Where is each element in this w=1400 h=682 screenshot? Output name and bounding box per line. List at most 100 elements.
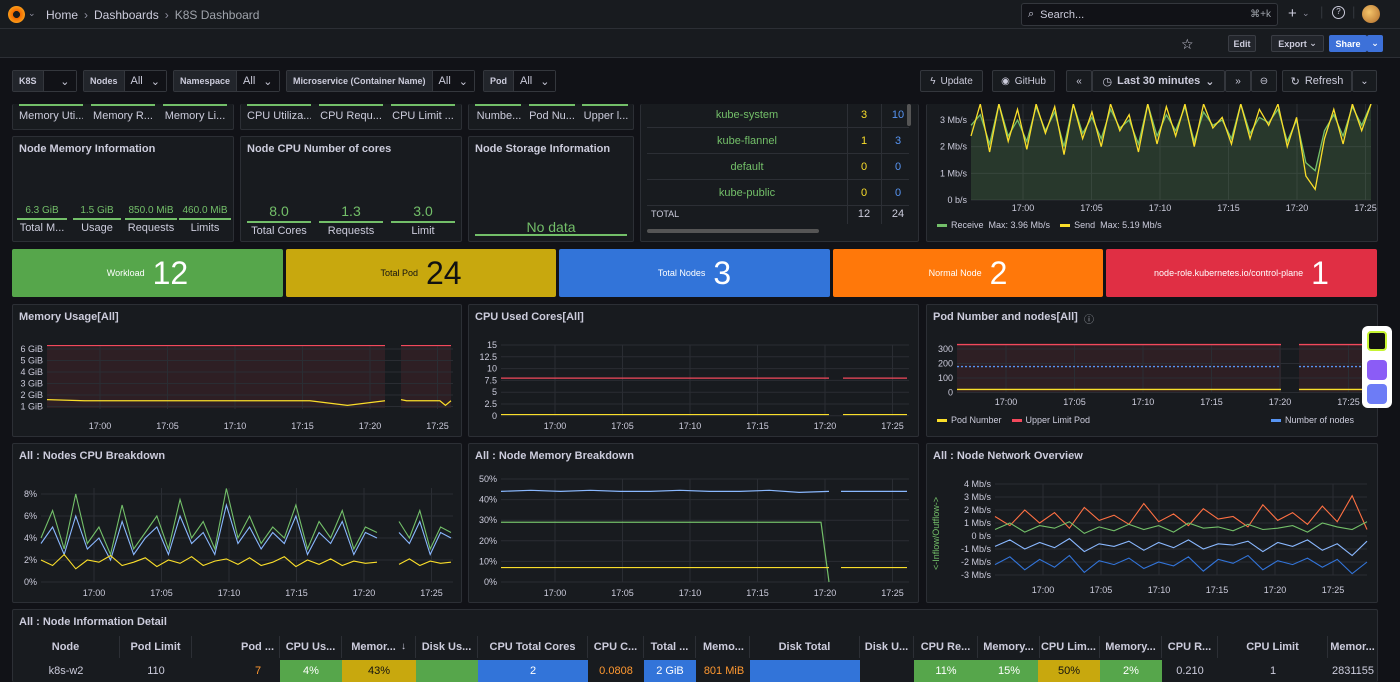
var-pod[interactable]: Pod All ⌄ xyxy=(483,70,557,92)
refresh-interval-dropdown[interactable]: ⌄ xyxy=(1352,70,1377,92)
table-cell: 11% xyxy=(914,660,978,682)
extension-icon[interactable] xyxy=(1367,331,1387,351)
extension-icon[interactable] xyxy=(1367,360,1387,380)
x-tick-label: 17:05 xyxy=(1090,585,1113,595)
extension-icon[interactable] xyxy=(1367,384,1387,404)
refresh-button[interactable]: ↻ Refresh xyxy=(1282,70,1352,92)
x-tick-label: 17:15 xyxy=(1217,203,1240,213)
table-header[interactable]: CPU R... xyxy=(1162,636,1218,658)
info-icon[interactable]: ⓘ xyxy=(1084,315,1094,326)
table-header[interactable]: Node xyxy=(12,636,120,658)
table-header[interactable]: CPU Limit xyxy=(1218,636,1328,658)
avatar[interactable] xyxy=(1362,5,1380,23)
var-namespace[interactable]: Namespace All ⌄ xyxy=(173,70,280,92)
table-header[interactable]: Pod Limit xyxy=(120,636,192,658)
share-button[interactable]: Share xyxy=(1329,35,1367,52)
stat-label: Total Pod xyxy=(380,268,418,278)
chevron-down-icon[interactable]: ⌄ xyxy=(1302,8,1310,18)
table-header[interactable]: CPU Re... xyxy=(914,636,978,658)
x-tick-label: 17:15 xyxy=(1200,397,1223,407)
star-icon[interactable]: ☆ xyxy=(1181,36,1194,52)
chevron-down-icon[interactable]: ⌄ xyxy=(28,8,36,18)
table-header[interactable]: CPU C... xyxy=(588,636,644,658)
series-line xyxy=(398,519,452,557)
grafana-logo-icon[interactable] xyxy=(8,6,25,23)
chevrons-left-icon: « xyxy=(1076,75,1082,87)
gauge-label: CPU Utiliza... xyxy=(247,110,311,122)
var-value[interactable]: All ⌄ xyxy=(432,71,474,91)
var-label: K8S xyxy=(13,71,44,91)
sort-desc-icon[interactable]: ↓ xyxy=(401,641,406,652)
legend-pod-number[interactable]: Pod Number xyxy=(937,415,1002,425)
vertical-scrollbar[interactable] xyxy=(907,104,911,126)
gauge-label: Upper l... xyxy=(583,110,629,122)
edit-button[interactable]: Edit xyxy=(1228,35,1256,52)
y-tick-label: 100 xyxy=(938,373,953,383)
y-tick-label: 20% xyxy=(479,536,497,546)
var-k8s[interactable]: K8S ⌄ xyxy=(12,70,77,92)
github-button[interactable]: ◉ GitHub xyxy=(992,70,1055,92)
table-header[interactable]: Memory... xyxy=(978,636,1040,658)
panel-title: Pod Number and nodes[All] xyxy=(933,311,1078,323)
y-tick-label: 2.5 xyxy=(484,399,497,409)
table-header[interactable]: Disk Total xyxy=(750,636,860,658)
cpu-breakdown-chart: 8% 6% 4% 2% 0% 17:00 17:05 17:10 17:15 17:20 17:25 xyxy=(24,488,453,598)
y-tick-label: 10 xyxy=(487,364,497,374)
table-header[interactable]: Total ... xyxy=(644,636,696,658)
chevron-down-icon: ⌄ xyxy=(458,75,468,88)
table-cell: 0.210 xyxy=(1176,665,1204,677)
table-header[interactable]: Pod ... xyxy=(236,636,280,658)
y-tick-label: 0% xyxy=(24,577,37,587)
gauge-label: Memory R... xyxy=(93,110,153,122)
var-nodes[interactable]: Nodes All ⌄ xyxy=(83,70,167,92)
table-header[interactable]: CPU Us... xyxy=(280,636,342,658)
time-forward-button[interactable]: » xyxy=(1225,70,1251,92)
gauge-label: Memory Uti... xyxy=(19,110,83,122)
legend-upper-limit[interactable]: Upper Limit Pod xyxy=(1011,415,1090,425)
breadcrumb-home[interactable]: Home xyxy=(46,8,79,22)
table-header[interactable]: Memor... xyxy=(342,636,416,658)
y-tick-label: 3 Mb/s xyxy=(940,115,968,125)
var-value[interactable]: All ⌄ xyxy=(514,71,556,91)
time-range-picker[interactable]: ◷ Last 30 minutes ⌄ xyxy=(1092,70,1225,92)
y-tick-label: 15 xyxy=(487,340,497,350)
y-tick-label: 0 xyxy=(948,388,953,398)
var-value[interactable]: All ⌄ xyxy=(124,71,166,91)
legend-number-of-nodes[interactable]: Number of nodes xyxy=(1271,415,1354,425)
memory-usage-panel: Memory Usage[All] 6 GiB 5 GiB 4 GiB 3 GiB 2 … xyxy=(12,304,462,437)
table-header[interactable]: Disk Us... xyxy=(416,636,478,658)
breadcrumb-dashboards[interactable]: Dashboards xyxy=(94,8,159,22)
var-microservice[interactable]: Microservice (Container Name) All ⌄ xyxy=(286,70,475,92)
x-tick-label: 17:05 xyxy=(1080,203,1103,213)
var-value[interactable]: All ⌄ xyxy=(237,71,279,91)
export-button[interactable]: Export ⌄ xyxy=(1271,35,1324,52)
legend-receive[interactable]: Receive Max: 3.96 Mb/s xyxy=(937,220,1050,230)
threshold-area xyxy=(957,345,1281,393)
zoom-out-button[interactable]: ⊖ xyxy=(1251,70,1277,92)
x-tick-label: 17:20 xyxy=(353,588,376,598)
x-tick-label: 17:20 xyxy=(1264,585,1287,595)
search-input[interactable]: ⌕ Search... ⌘+k xyxy=(1021,3,1278,26)
table-header[interactable]: CPU Lim... xyxy=(1038,636,1100,658)
var-value[interactable]: ⌄ xyxy=(43,71,76,91)
table-header[interactable]: Memor... xyxy=(1328,636,1378,658)
plus-icon[interactable]: + xyxy=(1288,5,1297,22)
table-header[interactable]: CPU Total Cores xyxy=(478,636,588,658)
table-header[interactable]: Memo... xyxy=(698,636,750,658)
legend-send[interactable]: Send Max: 5.19 Mb/s xyxy=(1060,220,1162,230)
update-button[interactable]: ϟ Update xyxy=(920,70,983,92)
y-tick-label: 0% xyxy=(484,577,497,587)
namespace-value: 0 xyxy=(894,187,902,199)
x-tick-label: 17:05 xyxy=(611,588,634,598)
share-dropdown-icon[interactable]: ⌄ xyxy=(1367,35,1383,52)
table-header[interactable]: Memory... xyxy=(1100,636,1162,658)
horizontal-scrollbar[interactable] xyxy=(647,229,819,233)
node-storage-panel: Node Storage Information No data xyxy=(468,136,634,242)
x-tick-label: 17:20 xyxy=(1269,397,1292,407)
help-icon[interactable]: ? xyxy=(1332,6,1345,19)
series-line xyxy=(40,502,378,562)
time-back-button[interactable]: « xyxy=(1066,70,1092,92)
table-header[interactable]: Disk U... xyxy=(860,636,914,658)
stat-value: 850.0 MiB xyxy=(128,205,174,216)
gauge-label: Numbe... xyxy=(476,110,522,122)
